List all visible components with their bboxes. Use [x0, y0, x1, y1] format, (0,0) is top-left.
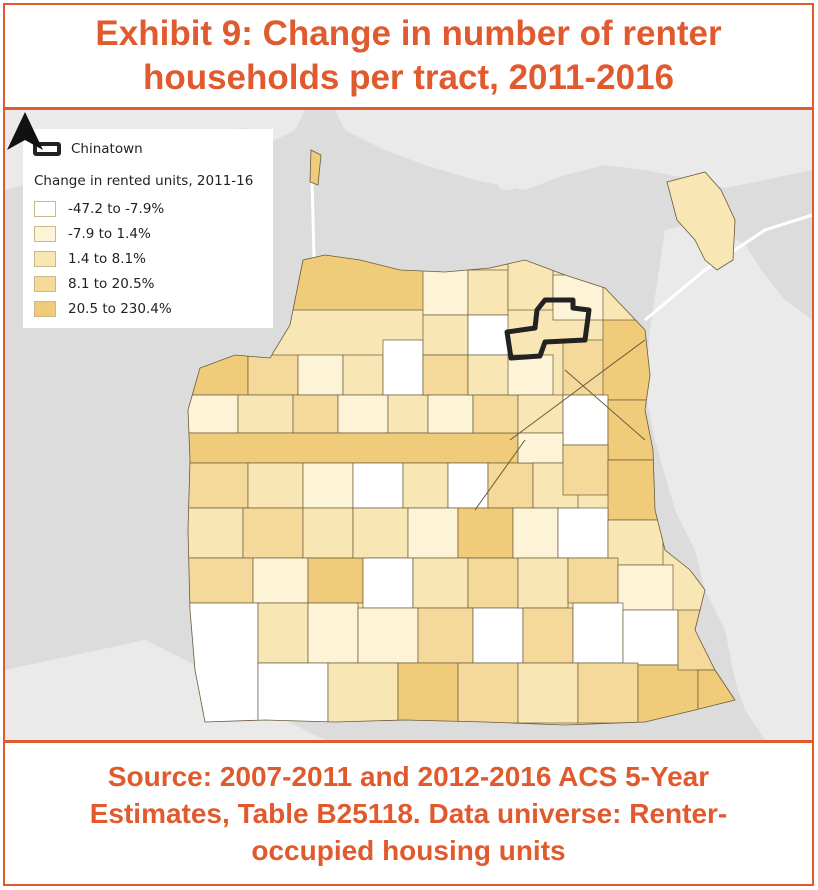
presidio-tip-tract [309, 149, 322, 186]
golden-gate-bridge [310, 179, 316, 259]
chinatown-outline [504, 297, 592, 361]
legend-item: -7.9 to 1.4% [34, 226, 151, 242]
legend-label: 8.1 to 20.5% [68, 276, 155, 292]
chinatown-swatch [33, 142, 61, 156]
title-box: Exhibit 9: Change in number of renter ho… [3, 3, 814, 109]
legend-item: 1.4 to 8.1% [34, 251, 146, 267]
legend-swatch [34, 276, 56, 292]
map-panel: Chinatown Change in rented units, 2011-1… [3, 108, 814, 742]
legend-swatch [34, 201, 56, 217]
source-note: Source: 2007-2011 and 2012-2016 ACS 5-Ye… [89, 761, 728, 866]
city-outline [187, 254, 736, 726]
treasure-island [666, 171, 736, 271]
source-box: Source: 2007-2011 and 2012-2016 ACS 5-Ye… [3, 741, 814, 886]
east-bay-land [645, 220, 812, 740]
legend-chinatown-label: Chinatown [71, 141, 143, 157]
alcatraz-island [498, 180, 518, 190]
legend-item: -47.2 to -7.9% [34, 201, 164, 217]
map-legend: Chinatown Change in rented units, 2011-1… [23, 129, 273, 328]
legend-swatch [34, 301, 56, 317]
legend-label: -47.2 to -7.9% [68, 201, 165, 217]
legend-item: 8.1 to 20.5% [34, 276, 155, 292]
legend-swatch [34, 251, 56, 267]
map-title: Exhibit 9: Change in number of renter ho… [95, 14, 722, 97]
north-arrow-icon [7, 112, 43, 150]
legend-label: 20.5 to 230.4% [68, 301, 172, 317]
bay-bridge [644, 213, 812, 322]
legend-title: Change in rented units, 2011-16 [34, 173, 254, 189]
legend-swatch [34, 226, 56, 242]
north-bay-land [335, 110, 812, 190]
legend-item: 20.5 to 230.4% [34, 301, 172, 317]
bridges [310, 179, 812, 322]
legend-label: -7.9 to 1.4% [68, 226, 151, 242]
map-canvas [5, 110, 812, 740]
legend-chinatown: Chinatown [33, 141, 143, 157]
legend-label: 1.4 to 8.1% [68, 251, 146, 267]
